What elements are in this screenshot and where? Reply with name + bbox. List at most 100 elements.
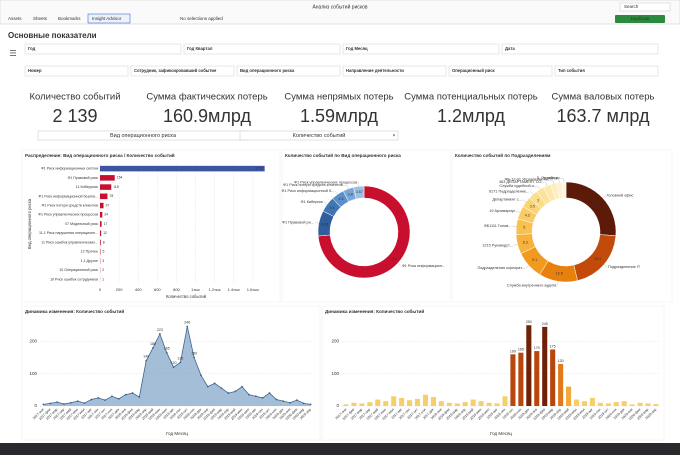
filter-label: Год Квартал [187, 46, 213, 51]
chart-panel [281, 149, 451, 303]
menu-icon[interactable] [10, 50, 16, 51]
bar [351, 402, 357, 406]
filter-box[interactable] [183, 43, 341, 55]
duplicate-label[interactable]: Duplicate [631, 16, 650, 21]
menu-icon[interactable] [10, 55, 16, 56]
dropdown-label: Количество событий [293, 132, 346, 139]
app-title: Анализ событий рисков [312, 3, 367, 10]
bar [502, 396, 508, 406]
bar [566, 386, 572, 406]
leader-line [397, 262, 401, 266]
y-tick-label: 11 Киберриск [76, 185, 99, 189]
y-tick-label: 12 Прочее [81, 250, 98, 254]
point [295, 399, 298, 402]
x-tick-label: 1.4тыс [228, 287, 240, 292]
bar [605, 403, 611, 406]
point [145, 359, 148, 362]
x-axis-label[interactable]: Год Месяц [166, 431, 188, 436]
value-label: 5.5 [330, 206, 335, 210]
toolbar-tab[interactable]: Assets [8, 16, 22, 21]
point [193, 356, 196, 359]
y-tick-label: 11.1 Риск нарушения операционн... [39, 231, 98, 235]
menu-icon[interactable] [10, 52, 16, 54]
bar [478, 401, 484, 406]
y-tick-label: Ф1 Риск потери средств клиентов [42, 203, 98, 207]
filter-box[interactable] [342, 65, 447, 77]
bar [526, 325, 532, 406]
value-label: 5 [523, 225, 525, 229]
value-label: 26.2 [593, 201, 600, 205]
bar [573, 399, 580, 406]
slice-label: Ф1 Риск информационной б... [281, 189, 334, 193]
search-box[interactable] [619, 2, 671, 12]
bar [100, 239, 101, 246]
point [69, 401, 72, 404]
point [275, 398, 278, 401]
bar [558, 364, 564, 406]
slice-label: Головной офис [607, 193, 634, 197]
value-label: 3.5 [530, 205, 535, 209]
value-label: 170 [534, 346, 540, 350]
x-axis-label[interactable]: Год Месяц [490, 431, 512, 436]
value-label: 12 [103, 231, 107, 235]
bar [613, 402, 619, 406]
value-label: 135 [177, 356, 183, 360]
leader-line [516, 210, 520, 213]
bar [589, 397, 595, 406]
point [42, 403, 45, 406]
toolbar-tab[interactable]: Sheets [33, 16, 48, 21]
filter-box[interactable] [342, 43, 500, 55]
filter-box[interactable] [130, 65, 235, 77]
point [248, 393, 250, 396]
slice-label: Ф1 Правовой ри... [282, 220, 314, 224]
value-label: 120 [171, 361, 177, 365]
value-label: 250 [526, 320, 532, 324]
point [234, 390, 237, 393]
bar [621, 401, 627, 406]
bar [100, 193, 108, 200]
y-tick-label: Ф1 Правовой риск [68, 176, 99, 180]
point [309, 403, 312, 406]
value-label: 12.5 [556, 271, 563, 275]
toolbar-tab[interactable]: Insight Advisor [92, 16, 122, 21]
insight-tab[interactable] [87, 13, 131, 24]
filter-box[interactable] [24, 65, 129, 77]
y-tick-label: 0 [34, 403, 37, 408]
filter-box[interactable] [236, 65, 341, 77]
slice-label: 463 ДЕПАРТАМЕНТ СО... [499, 180, 544, 184]
filter-box[interactable] [24, 43, 182, 55]
point [179, 361, 182, 364]
value-label: 8.93 [321, 222, 328, 226]
value-label: 1723 [255, 167, 263, 171]
dropdown[interactable] [239, 130, 399, 141]
point [282, 400, 285, 403]
leader-line [557, 281, 559, 286]
filter-box[interactable] [448, 65, 553, 77]
slice [353, 185, 365, 200]
slice-label: Служба внутреннего аудита [507, 283, 557, 287]
y-tick-label: 07 Модельный риск [65, 222, 98, 226]
value-label: 2 [102, 268, 104, 272]
duplicate-button[interactable] [615, 15, 665, 23]
value-label: 1 [102, 277, 104, 281]
value-label: 3.67 [356, 190, 363, 194]
value-label: 165 [518, 348, 524, 352]
bar [637, 402, 643, 406]
kpi-value: 163.7 млрд [556, 106, 650, 126]
y-tick-label: 0 [336, 403, 339, 408]
value-label: 17 [104, 222, 108, 226]
filter-box[interactable] [501, 43, 659, 55]
slice-label: 5. Служба ко... [537, 176, 563, 180]
value-label: 24 [104, 213, 108, 217]
bar [100, 221, 102, 227]
slice-label: ФБ-12-01 Управление по... [505, 178, 552, 182]
leader-line [545, 181, 548, 186]
slice-label: 6171 Подразделение... [489, 189, 529, 193]
value-label: 9.1 [532, 258, 537, 262]
filter-box[interactable] [554, 65, 659, 77]
y-tick-label: 200 [331, 339, 339, 344]
slice-label: Служба судебной и... [499, 184, 537, 188]
x-tick-label: 0 [99, 287, 102, 292]
toolbar-tab[interactable]: Bookmarks [58, 16, 81, 21]
leader-line [323, 201, 328, 205]
